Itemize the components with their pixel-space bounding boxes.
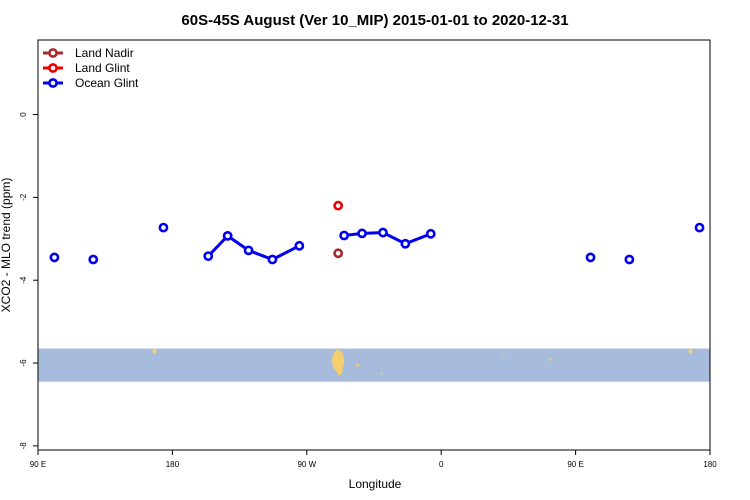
legend-label: Land Glint — [75, 61, 130, 75]
y-tick-label: -6 — [19, 359, 28, 367]
data-point — [203, 251, 214, 262]
land-patch — [502, 355, 505, 358]
legend-marker — [48, 63, 58, 73]
data-point — [400, 238, 411, 249]
series-land-nadir — [333, 248, 344, 259]
chart-title: 60S-45S August (Ver 10_MIP) 2015-01-01 t… — [181, 12, 568, 29]
series-line-segment — [271, 244, 301, 261]
data-point — [585, 252, 596, 263]
land-patch — [549, 358, 552, 361]
data-point — [357, 228, 367, 239]
y-tick-label: -4 — [19, 276, 28, 284]
data-point — [624, 254, 635, 265]
data-point — [333, 248, 344, 259]
x-axis: 90 E 180 90 W 0 90 E 180 — [30, 450, 717, 469]
land-patch — [152, 348, 157, 354]
data-point — [49, 252, 60, 263]
map-band — [38, 348, 710, 382]
y-tick-label: -8 — [19, 442, 28, 450]
data-point — [267, 254, 278, 265]
legend-label: Land Nadir — [75, 46, 134, 60]
legend-label: Ocean Glint — [75, 76, 139, 90]
x-tick-label: 90 E — [30, 460, 46, 469]
data-point — [88, 254, 99, 265]
x-tick-label: 90 E — [567, 460, 583, 469]
land-patch — [356, 363, 360, 367]
data-point — [694, 222, 705, 233]
x-tick-label: 180 — [166, 460, 180, 469]
data-point — [158, 222, 169, 233]
x-tick-label: 0 — [439, 460, 444, 469]
data-point — [425, 228, 436, 239]
y-axis-label: XCO2 - MLO trend (ppm) — [0, 178, 13, 313]
land-patch — [688, 348, 693, 354]
series-land-glint — [333, 200, 344, 211]
y-tick-label: -2 — [19, 193, 28, 201]
data-point — [294, 240, 305, 251]
series-ocean-glint — [49, 222, 705, 265]
land-patch — [380, 372, 383, 375]
plot-area — [38, 40, 710, 450]
data-point — [222, 230, 233, 241]
land-patch — [336, 363, 343, 376]
legend-marker — [48, 78, 58, 88]
y-tick-label: 0 — [19, 112, 28, 117]
data-point — [333, 200, 344, 211]
data-point — [339, 230, 350, 241]
data-point — [243, 245, 254, 256]
x-tick-label: 180 — [703, 460, 717, 469]
x-tick-label: 90 W — [297, 460, 316, 469]
data-point — [378, 227, 388, 238]
ocean-band — [38, 348, 710, 382]
x-axis-label: Longitude — [349, 477, 402, 491]
legend-marker — [48, 48, 58, 58]
plot-frame — [37, 39, 711, 451]
y-axis: 0 -2 -4 -6 -8 — [19, 112, 38, 450]
series-layer — [49, 200, 705, 265]
